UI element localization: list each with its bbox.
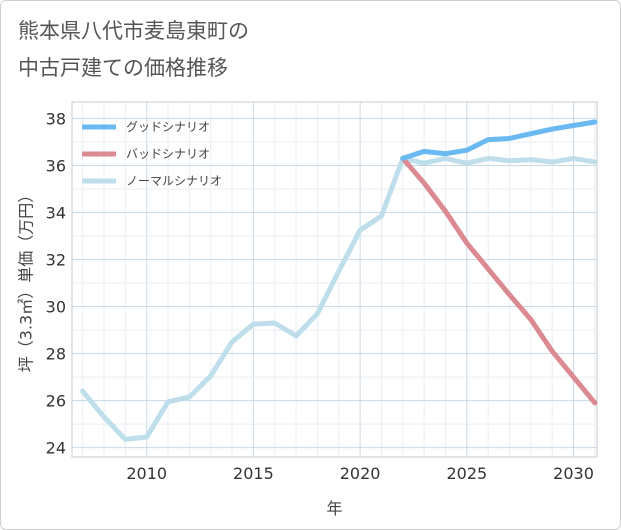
y-tick-label: 36	[46, 156, 66, 175]
x-tick-label: 2010	[126, 464, 167, 483]
series-line-0	[400, 119, 598, 161]
x-tick-label: 2025	[446, 464, 487, 483]
tick-labels: 2010 2015 2020 2025 2030 24 26 28 30 32 34 36 38	[46, 109, 594, 483]
y-tick-label: 32	[46, 251, 66, 270]
y-tick-label: 30	[46, 298, 66, 317]
chart-title: 熊本県八代市麦島東町の 中古戸建ての価格推移	[18, 13, 249, 87]
series-line-1	[400, 155, 598, 406]
chart-title-line-2: 中古戸建ての価格推移	[18, 56, 228, 80]
chart-title-line-1: 熊本県八代市麦島東町の	[18, 19, 249, 43]
y-tick-label: 28	[46, 345, 66, 364]
y-tick-label: 34	[46, 203, 66, 222]
grid-lines	[71, 101, 598, 458]
legend-label-2: ノーマルシナリオ	[126, 174, 222, 188]
plot-frame	[71, 101, 598, 458]
series-line-2	[80, 155, 598, 442]
y-tick-label: 26	[46, 392, 66, 411]
y-tick-label: 24	[46, 439, 66, 458]
y-axis-label: 坪（3.3㎡）単価（万円）	[17, 187, 36, 372]
x-axis-label: 年	[326, 499, 342, 518]
x-tick-label: 2030	[553, 464, 594, 483]
x-tick-label: 2020	[340, 464, 381, 483]
series-lines	[80, 119, 598, 442]
y-tick-label: 38	[46, 109, 66, 128]
legend-label-0: グッドシナリオ	[126, 120, 210, 134]
legend-label-1: バッドシナリオ	[126, 147, 210, 161]
x-tick-label: 2015	[233, 464, 274, 483]
